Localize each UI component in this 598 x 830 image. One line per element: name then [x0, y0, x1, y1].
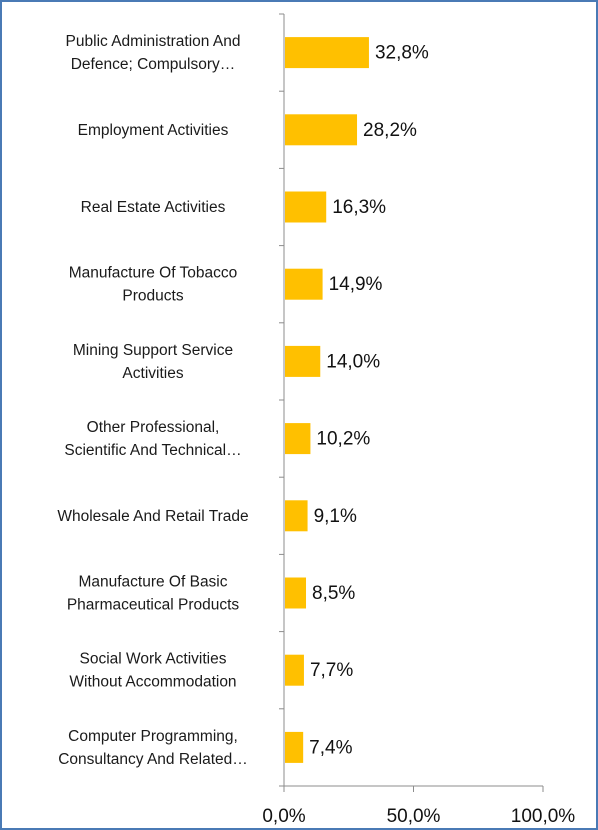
bar [285, 345, 321, 377]
category-label-line: Real Estate Activities [81, 199, 226, 216]
bar [285, 500, 308, 532]
data-label: 9,1% [314, 506, 357, 527]
data-label: 14,9% [329, 274, 383, 295]
category-label-line: Without Accommodation [69, 674, 236, 691]
category-label-line: Public Administration And [66, 33, 241, 50]
bar [285, 731, 304, 763]
category-label-line: Pharmaceutical Products [67, 597, 240, 614]
bar [285, 191, 327, 223]
category-label: Wholesale And Retail Trade [57, 508, 248, 525]
category-label-line: Mining Support Service [73, 342, 233, 359]
data-label: 8,5% [312, 583, 355, 604]
data-label: 16,3% [332, 197, 386, 218]
bar [285, 577, 307, 609]
bar [285, 268, 323, 300]
data-label: 28,2% [363, 120, 417, 141]
data-label: 7,4% [309, 737, 352, 758]
category-label-line: Activities [122, 365, 183, 382]
category-label-line: Social Work Activities [79, 651, 226, 668]
category-label-line: Other Professional, [87, 419, 220, 436]
category-label: Public Administration And Defence; Compul… [66, 33, 241, 73]
bar [285, 423, 311, 455]
bar [285, 37, 369, 69]
category-label: Computer Programming, Consultancy And Rel… [58, 728, 248, 768]
data-label: 7,7% [310, 660, 353, 681]
category-label: Employment Activities [78, 122, 229, 139]
x-tick-label: 0,0% [262, 806, 305, 827]
category-label-line: Manufacture Of Tobacco [69, 265, 238, 282]
x-tick-label: 50,0% [387, 806, 441, 827]
category-label-line: Manufacture Of Basic [78, 574, 227, 591]
data-label: 10,2% [316, 429, 370, 450]
category-label: Manufacture Of Basic Pharmaceutical Produ… [67, 574, 240, 614]
category-label: Mining Support Service Activities [73, 342, 233, 382]
category-label: Other Professional, Scientific And Techni… [64, 419, 241, 459]
category-label-line: Employment Activities [78, 122, 229, 139]
bar [285, 654, 304, 686]
data-label: 14,0% [326, 351, 380, 372]
bar [285, 114, 358, 146]
category-label-line: Consultancy And Related… [58, 751, 248, 768]
category-label-line: Products [122, 288, 183, 305]
category-label: Real Estate Activities [81, 199, 226, 216]
category-label-line: Scientific And Technical… [64, 442, 241, 459]
x-tick-label: 100,0% [511, 806, 576, 827]
category-label-line: Defence; Compulsory… [71, 56, 236, 73]
category-label-line: Wholesale And Retail Trade [57, 508, 248, 525]
category-label-line: Computer Programming, [68, 728, 238, 745]
data-label: 32,8% [375, 43, 429, 64]
category-label: Social Work Activities Without Accommodat… [69, 651, 236, 691]
category-label: Manufacture Of Tobacco Products [69, 265, 238, 305]
